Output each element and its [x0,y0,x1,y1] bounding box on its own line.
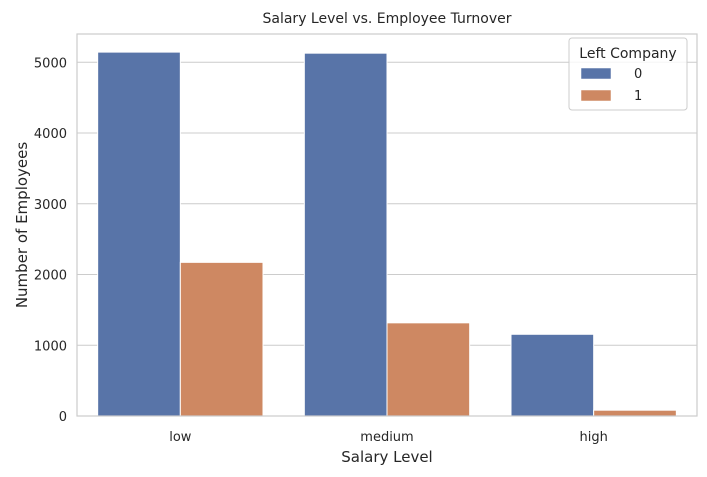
legend-swatch-series-1 [580,89,612,102]
bar-medium-series-0 [303,52,388,417]
bar-medium-series-1 [386,322,471,417]
x-axis-label: Salary Level [341,448,432,466]
x-tick-label: high [579,430,607,445]
legend-items: 01 [580,67,642,104]
legend-title: Left Company [579,46,676,62]
y-tick-label: 0 [59,410,67,425]
y-tick-label: 1000 [34,339,67,354]
bar-low-series-0 [97,51,181,417]
bar-low-series-1 [179,261,264,417]
legend-swatch-series-0 [580,67,612,80]
bar-high-series-0 [510,333,595,417]
y-tick-label: 5000 [34,56,67,71]
y-tick-labels: 0 1000 2000 3000 4000 5000 [34,56,67,425]
legend: Left Company 01 [568,37,688,111]
bar-high-series-1 [593,409,677,417]
y-tick-label: 2000 [34,269,67,284]
y-axis-label: Number of Employees [13,142,31,309]
x-tick-label: low [169,430,192,445]
y-tick-label: 3000 [34,198,67,213]
plot-frame [76,33,698,417]
legend-label-series-0: 0 [634,67,642,82]
x-tick-label: medium [360,430,413,445]
chart-title: Salary Level vs. Employee Turnover [263,11,512,27]
legend-label-series-1: 1 [634,89,642,104]
x-tick-labels: low medium high [169,430,608,445]
bars [97,51,677,417]
y-tick-label: 4000 [34,127,67,142]
